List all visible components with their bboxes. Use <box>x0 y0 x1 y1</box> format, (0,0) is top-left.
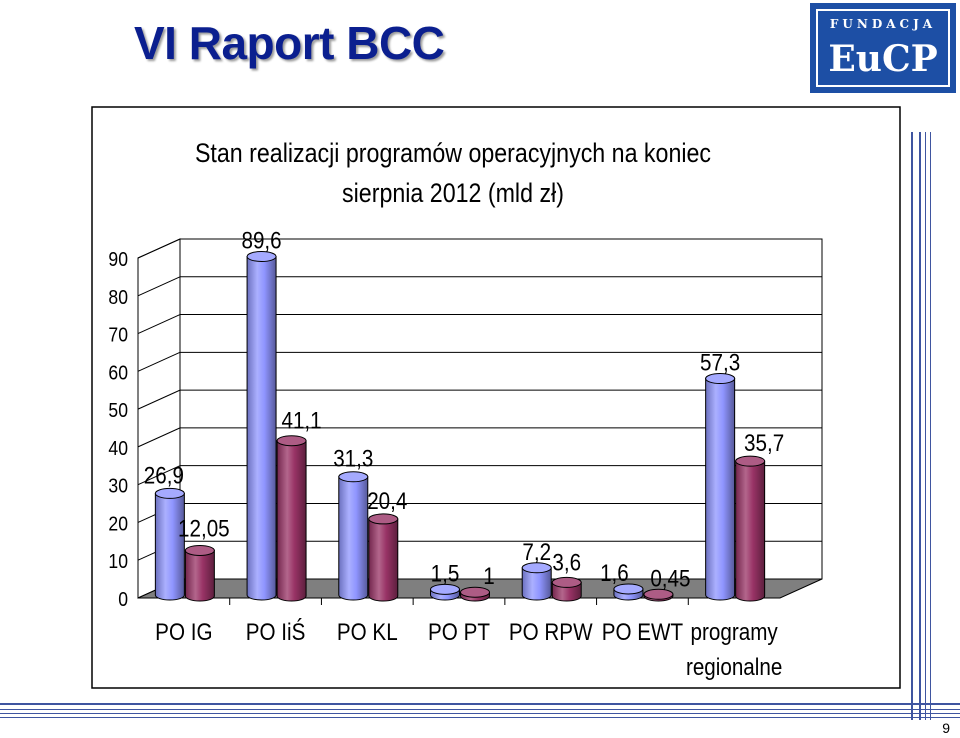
data-label: 3,6 <box>552 549 581 576</box>
vertical-rule <box>925 132 926 720</box>
data-label: 1,5 <box>431 560 460 587</box>
gridline <box>137 389 181 410</box>
fundacja-eucp-logo: FUNDACJA EuCP <box>810 3 956 93</box>
bar-top <box>184 544 215 556</box>
vertical-rule <box>911 132 913 720</box>
data-label: 20,4 <box>367 487 407 514</box>
y-tick-label: 30 <box>108 475 128 497</box>
data-label: 1 <box>483 563 494 590</box>
logo-top-text: FUNDACJA <box>829 17 937 31</box>
y-tick-label: 90 <box>108 248 128 270</box>
horizontal-rule <box>0 709 960 710</box>
vertical-rule <box>930 132 931 720</box>
x-tick-label: PO RPW <box>509 619 593 646</box>
gridline <box>137 314 181 335</box>
data-label: 26,9 <box>144 462 184 489</box>
data-label: 12,05 <box>178 515 230 542</box>
gridline <box>137 276 181 297</box>
bar <box>154 492 185 601</box>
data-label: 1,6 <box>600 560 629 587</box>
gridline <box>137 351 181 372</box>
bar <box>521 567 552 601</box>
data-label: 89,6 <box>241 227 281 254</box>
horizontal-rule <box>0 703 960 705</box>
chart-title-line: Stan realizacji programów operacyjnych n… <box>195 138 711 168</box>
y-tick-label: 40 <box>108 437 128 459</box>
x-tick-label: regionalne <box>686 654 782 681</box>
data-label: 57,3 <box>700 349 740 376</box>
bar-top <box>276 435 307 447</box>
y-tick-label: 80 <box>108 286 128 308</box>
data-label: 7,2 <box>522 538 551 565</box>
bar-top <box>460 586 490 598</box>
slide-title: VI Raport BCC <box>134 17 445 69</box>
x-tick-label: PO EWT <box>602 619 684 646</box>
horizontal-rule <box>0 717 960 718</box>
logo-bottom-text: EuCP <box>828 38 938 80</box>
x-tick-label: PO IG <box>155 619 212 646</box>
bar-top <box>521 562 552 574</box>
x-tick-label: PO IiŚ <box>246 619 306 646</box>
page-number: 9 <box>942 720 950 736</box>
x-tick-label: PO PT <box>428 619 490 646</box>
bar-top <box>551 576 582 588</box>
bar-top <box>430 583 460 595</box>
y-tick-label: 60 <box>108 361 128 383</box>
y-tick-label: 10 <box>108 550 128 572</box>
bar <box>705 378 736 601</box>
gridline <box>137 465 181 486</box>
bar-top <box>613 583 644 595</box>
logo-frame: FUNDACJA EuCP <box>816 9 950 87</box>
x-tick-label: programy <box>691 619 779 646</box>
x-tick-label: PO KL <box>337 619 398 646</box>
bar <box>338 476 369 601</box>
bar <box>246 256 277 601</box>
bar <box>368 518 399 602</box>
bar <box>184 549 215 602</box>
bar-top <box>338 471 369 483</box>
bar-top <box>246 251 277 263</box>
bar-top <box>643 588 674 600</box>
bar-top <box>368 513 399 525</box>
gridline <box>137 427 181 448</box>
y-tick-label: 50 <box>108 399 128 421</box>
y-tick-label: 0 <box>118 588 128 610</box>
data-label: 31,3 <box>333 445 373 472</box>
data-label: 35,7 <box>744 430 784 457</box>
y-tick-label: 70 <box>108 324 128 346</box>
y-tick-label: 20 <box>108 512 128 534</box>
data-label: 41,1 <box>281 407 321 434</box>
bar <box>276 440 307 602</box>
horizontal-rule <box>0 713 960 714</box>
gridline <box>137 238 181 259</box>
bar <box>735 460 766 602</box>
bar-top <box>705 373 736 385</box>
bar-top <box>735 455 766 467</box>
data-label: 0,45 <box>650 565 690 592</box>
chart-title-line: sierpnia 2012 (mld zł) <box>342 178 564 208</box>
vertical-rule <box>919 132 921 720</box>
bar-top <box>154 487 185 499</box>
